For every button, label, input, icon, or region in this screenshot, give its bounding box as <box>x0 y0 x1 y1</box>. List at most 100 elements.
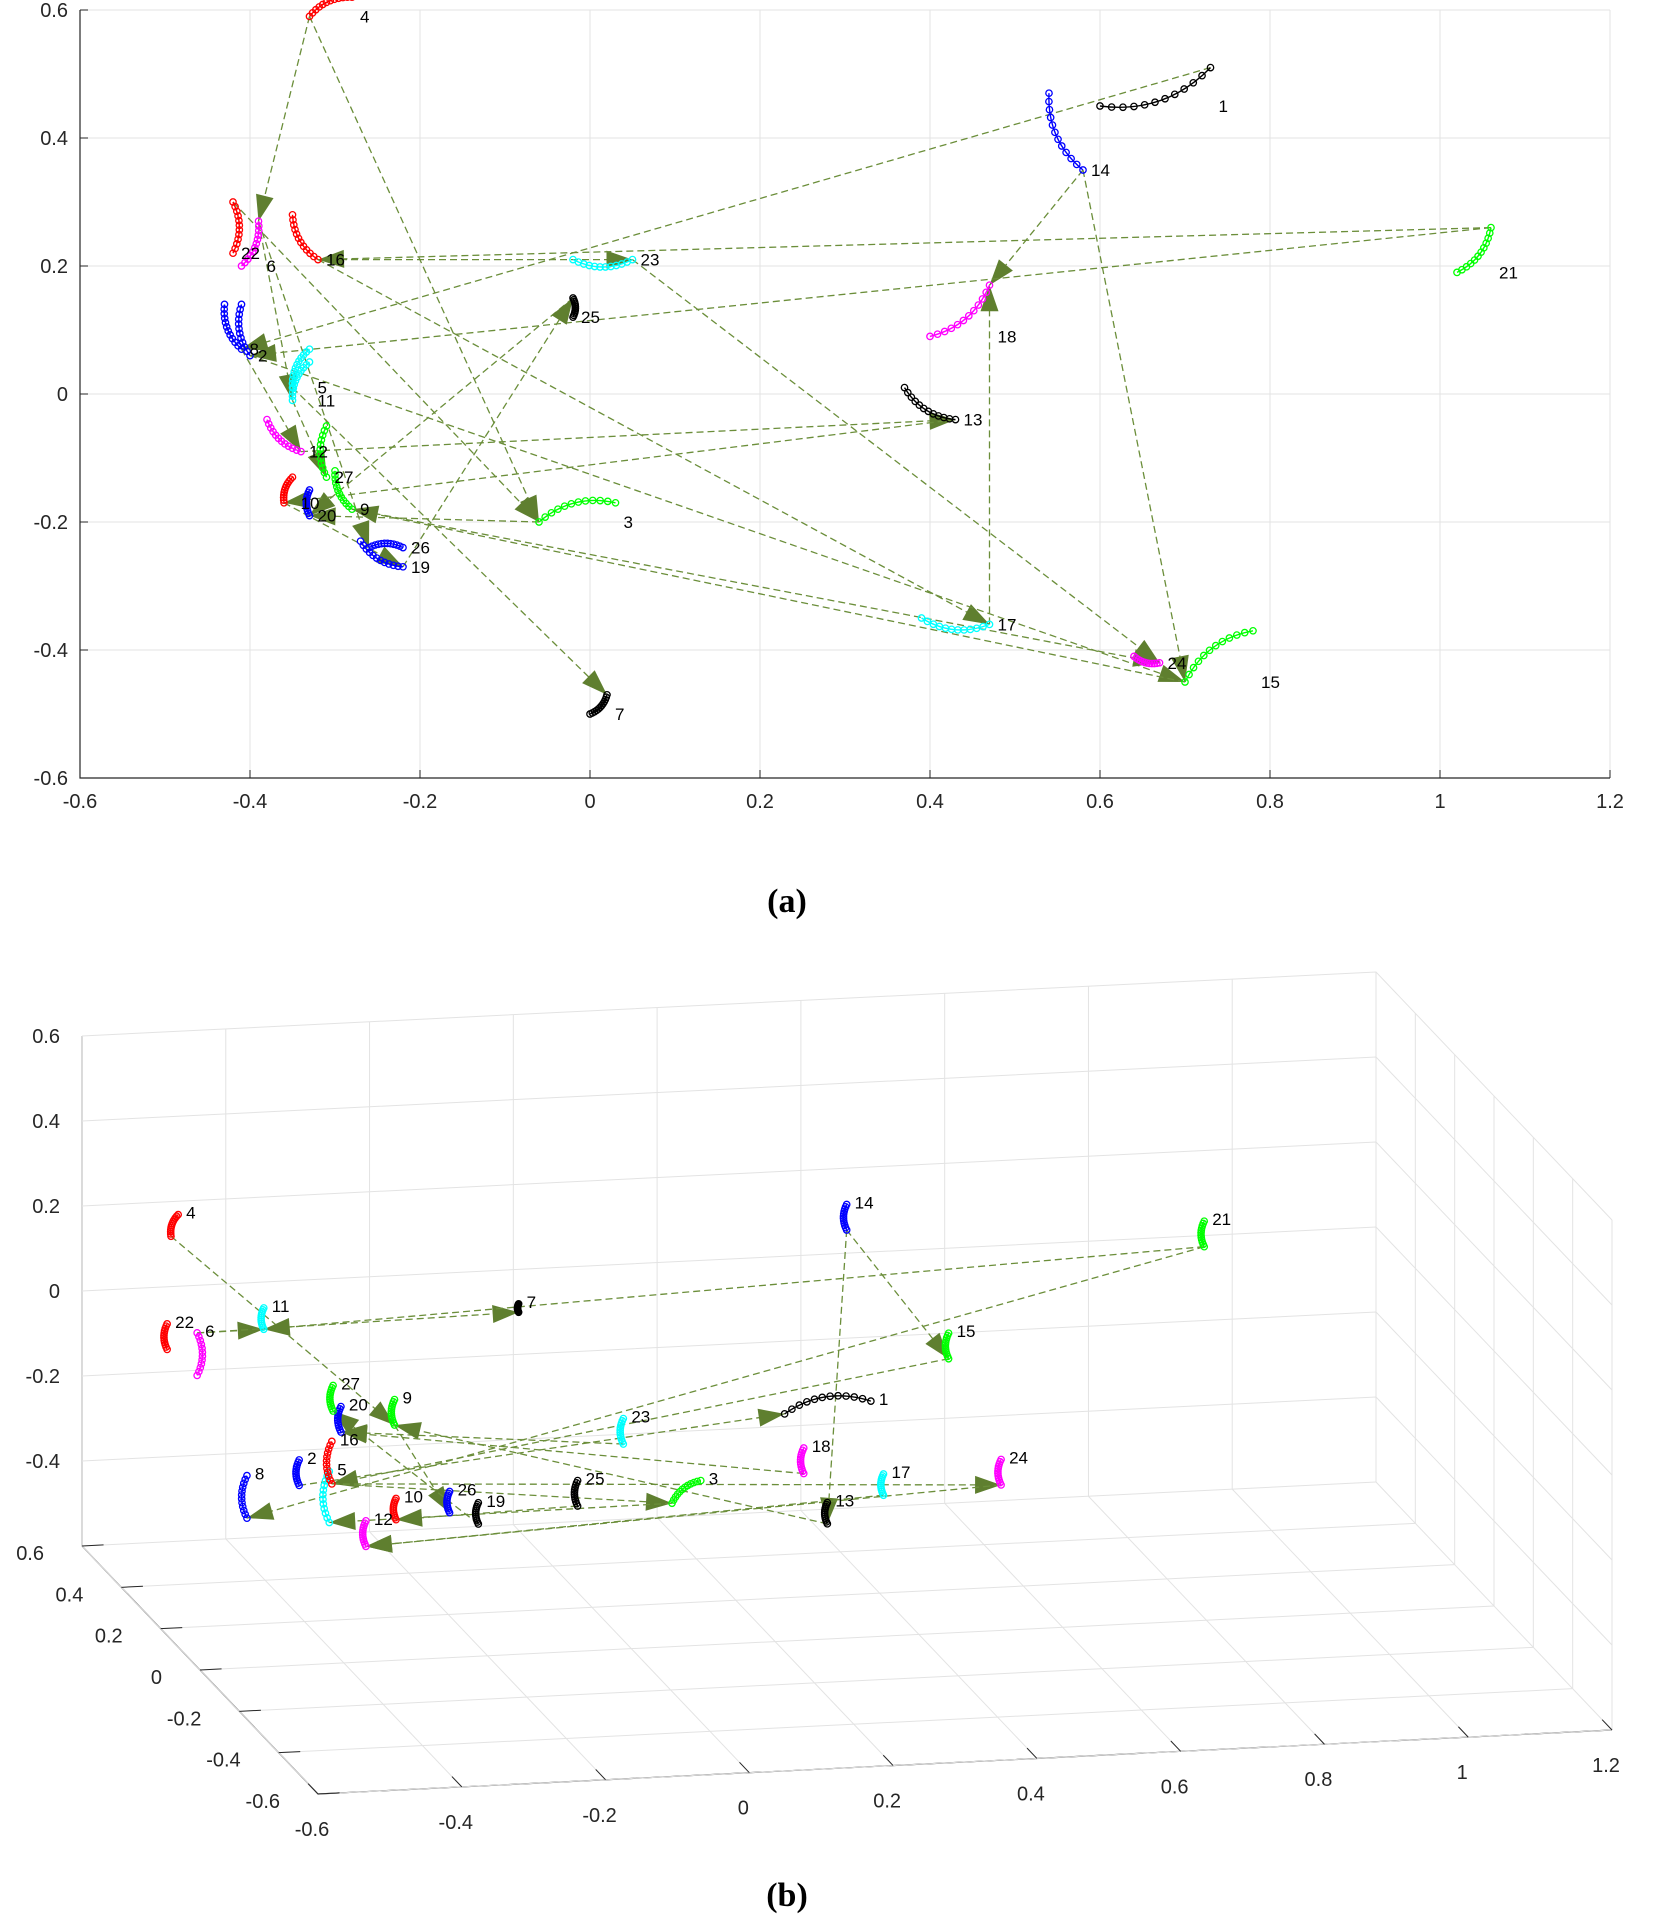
a-trajectory-17-line <box>921 617 990 631</box>
a-trajectory-22-marker <box>229 198 237 206</box>
a-point-label-8: 8 <box>250 340 259 359</box>
a-trajectory-11-marker <box>290 380 299 389</box>
a-xtick-label: 0.2 <box>746 791 774 813</box>
a-ytick-label: 0.2 <box>40 256 68 278</box>
a-trajectory-17-marker <box>929 620 938 629</box>
b-connector-6-7-head <box>492 1304 519 1323</box>
a-trajectory-2-marker <box>237 300 246 309</box>
a-connector-22-3 <box>232 201 540 523</box>
b-connector-6-11-head <box>237 1321 264 1340</box>
a-point-label-21: 21 <box>1499 263 1518 282</box>
a-connector-3-20 <box>309 514 540 523</box>
b-point-label-5: 5 <box>337 1461 346 1480</box>
b-point-label-25: 25 <box>586 1470 605 1489</box>
b-trajectory-12-marker <box>362 1516 370 1525</box>
a-trajectory-27-marker <box>320 426 329 435</box>
a-trajectory-27 <box>316 422 331 482</box>
a-connector-8-12-head <box>280 424 301 452</box>
b-trajectory-8-marker <box>243 1471 251 1480</box>
b-point-label-11: 11 <box>272 1297 290 1316</box>
b-trajectory-6 <box>193 1329 207 1380</box>
a-trajectory-3-marker <box>547 508 556 517</box>
b-connector-2-1-head <box>757 1408 785 1427</box>
b-trajectory-16-marker <box>324 1445 333 1453</box>
b-point-label-16: 16 <box>340 1430 359 1449</box>
a-ytick-label: -0.2 <box>34 512 68 534</box>
b-point-label-20: 20 <box>349 1396 368 1415</box>
b-trajectory-25 <box>570 1476 582 1510</box>
a-point-label-16: 16 <box>326 251 345 270</box>
a-trajectory-3-marker <box>560 502 569 511</box>
a-trajectory-19 <box>356 537 407 571</box>
b-connector-14-13 <box>826 1229 848 1524</box>
b-point-label-18: 18 <box>812 1437 831 1456</box>
b-point-label-19: 19 <box>486 1492 505 1511</box>
a-trajectory-18-marker <box>940 327 949 336</box>
b-ztick-label: 0.4 <box>32 1111 60 1133</box>
a-trajectory-9-marker <box>332 482 341 491</box>
b-point-label-27: 27 <box>341 1375 360 1394</box>
b-xtick-mark <box>882 1754 894 1766</box>
a-point-label-2: 2 <box>258 347 267 366</box>
a-trajectory-12-marker <box>292 446 301 454</box>
b-connector-16-3 <box>331 1483 673 1504</box>
b-trajectory-21 <box>1197 1217 1209 1251</box>
b-point-label-17: 17 <box>891 1463 910 1482</box>
a-trajectory-18-marker <box>959 316 968 325</box>
a-trajectory-2-marker <box>237 334 245 342</box>
b-trajectory-2 <box>292 1456 304 1490</box>
a-trajectory-18-marker <box>926 332 934 341</box>
b-trajectory-16-marker <box>326 1476 334 1484</box>
a-point-label-3: 3 <box>624 513 633 532</box>
a-trajectory-15-marker <box>1218 637 1227 646</box>
b-trajectory-1-marker <box>803 1398 811 1406</box>
b-trajectory-22-line <box>163 1323 168 1350</box>
b-trajectory-4-line <box>169 1214 179 1237</box>
a-trajectory-18-marker <box>947 324 956 333</box>
a-trajectory-20-marker <box>305 486 314 494</box>
a-trajectory-14-marker <box>1051 128 1059 137</box>
a-trajectory-18-marker <box>964 311 973 320</box>
a-trajectory-6-marker <box>249 247 257 256</box>
b-trajectory-8 <box>237 1471 251 1523</box>
b-point-label-26: 26 <box>458 1480 477 1499</box>
b-trajectory-20-line <box>337 1406 342 1433</box>
a-trajectory-24 <box>1130 652 1164 668</box>
b-trajectory-25-line <box>573 1480 579 1507</box>
b-grid-z <box>81 971 1613 1221</box>
a-trajectory-27-marker <box>320 468 329 477</box>
b-trajectory-13 <box>820 1498 832 1528</box>
a-ytick-label: 0 <box>57 384 68 406</box>
b-trajectory-10-line <box>392 1498 397 1520</box>
b-trajectory-17 <box>877 1470 888 1500</box>
b-ztick-label: -0.4 <box>26 1451 60 1473</box>
b-xtick-label: 1 <box>1457 1762 1468 1784</box>
a-point-label-10: 10 <box>301 494 320 513</box>
b-xtick-mark <box>1601 1719 1613 1731</box>
b-trajectory-8-marker <box>243 1514 251 1523</box>
b-trajectory-17-marker <box>879 1470 888 1478</box>
a-point-label-19: 19 <box>411 558 430 577</box>
a-trajectory-14-marker <box>1057 142 1066 150</box>
a-trajectory-13 <box>900 383 960 424</box>
a-trajectory-15-line <box>1184 630 1254 683</box>
a-point-label-26: 26 <box>411 539 430 558</box>
b-grid-z <box>81 1311 1613 1561</box>
b-ytick-label: -0.2 <box>167 1708 201 1730</box>
a-trajectory-15-marker <box>1181 678 1189 686</box>
a-trajectory-10-line <box>282 476 293 503</box>
a-trajectory-8 <box>220 300 246 354</box>
b-grid-y-floor <box>121 1522 1416 1588</box>
b-connector-18-20-head <box>340 1425 368 1444</box>
b-trajectory-3 <box>668 1476 705 1508</box>
a-trajectory-4-marker <box>335 0 342 3</box>
b-trajectory-6-marker <box>196 1336 205 1345</box>
b-trajectory-11 <box>257 1304 268 1334</box>
b-trajectory-7 <box>513 1299 523 1317</box>
a-trajectory-8-marker <box>226 331 234 339</box>
a-trajectory-21-marker <box>1484 234 1493 243</box>
a-trajectory-22-line <box>232 201 241 254</box>
a-trajectory-16-marker <box>292 230 301 238</box>
b-trajectory-4 <box>166 1210 183 1241</box>
b-trajectory-3-marker <box>693 1477 702 1486</box>
